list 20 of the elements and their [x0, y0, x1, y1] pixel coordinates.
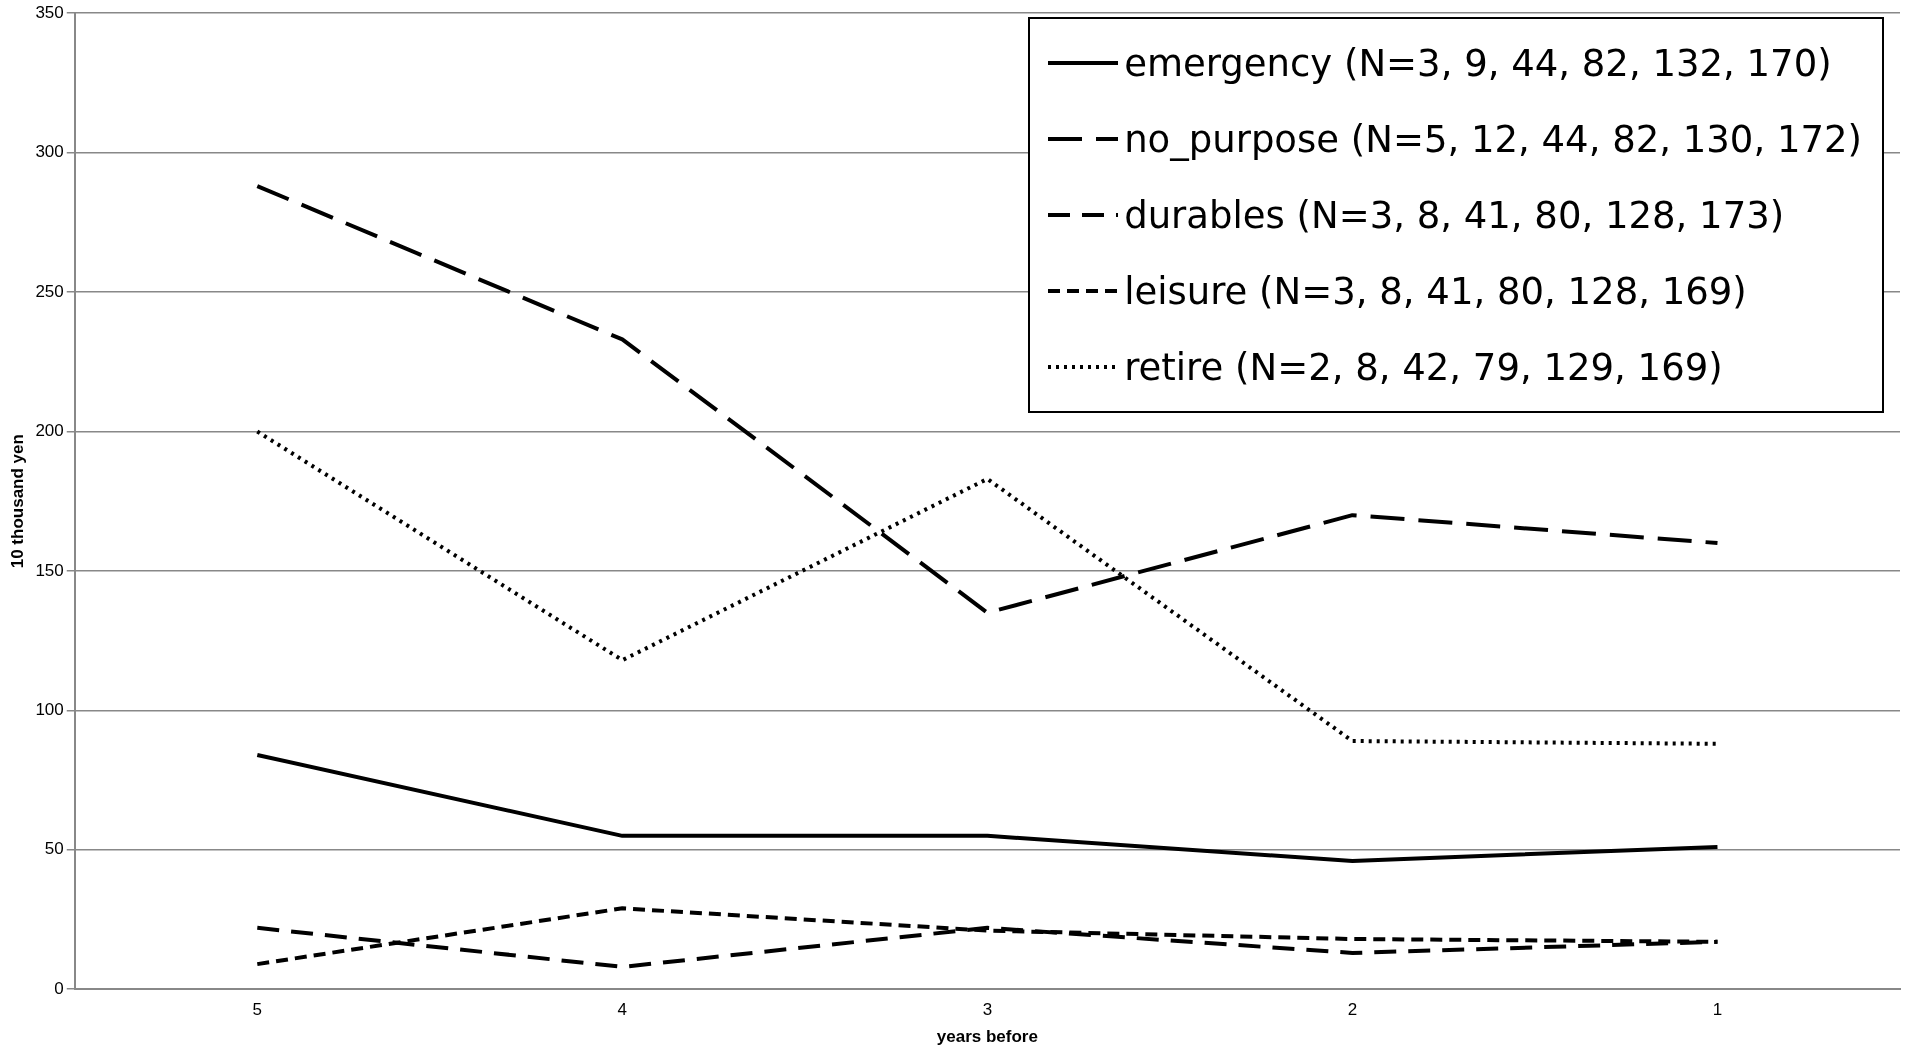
legend-label: leisure (N=3, 8, 41, 80, 128, 169) — [1124, 269, 1747, 313]
x-tick-label: 3 — [982, 1000, 993, 1020]
y-tick-label: 50 — [44, 839, 64, 859]
y-tick-label: 100 — [35, 700, 64, 720]
y-tick-label: 0 — [54, 978, 64, 998]
y-tick-label: 150 — [35, 560, 64, 580]
y-tick-label: 350 — [35, 2, 64, 22]
legend-label: no_purpose (N=5, 12, 44, 82, 130, 172) — [1124, 117, 1862, 161]
y-axis-title: 10 thousand yen — [7, 434, 27, 569]
legend-label: durables (N=3, 8, 41, 80, 128, 173) — [1124, 193, 1785, 237]
x-tick-label: 4 — [617, 1000, 628, 1020]
y-tick-label: 200 — [35, 421, 64, 441]
y-tick-label: 250 — [35, 281, 64, 301]
legend-label: emergency (N=3, 9, 44, 82, 132, 170) — [1124, 41, 1832, 85]
x-axis-title: years before — [936, 1027, 1038, 1047]
x-tick-label: 1 — [1712, 1000, 1723, 1020]
legend-label: retire (N=2, 8, 42, 79, 129, 169) — [1124, 345, 1723, 389]
y-tick-label: 300 — [35, 142, 64, 162]
x-tick-label: 2 — [1347, 1000, 1358, 1020]
x-tick-label: 5 — [252, 1000, 263, 1020]
